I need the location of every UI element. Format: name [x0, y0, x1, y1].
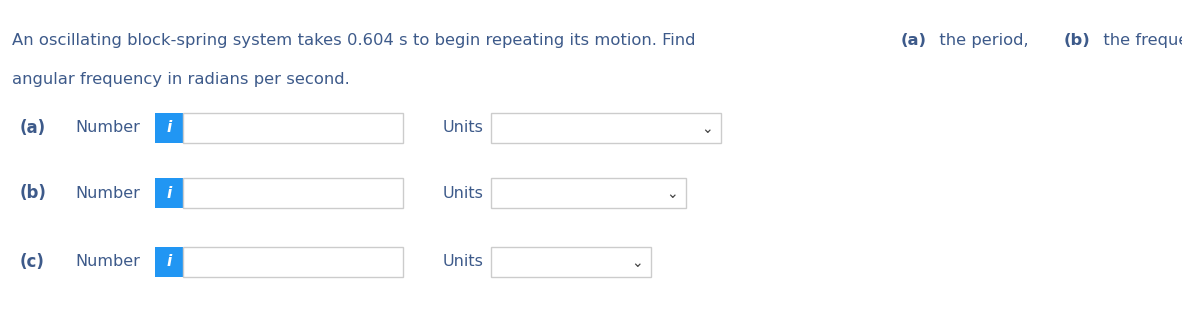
Text: ⌄: ⌄ — [631, 256, 643, 270]
Text: (a): (a) — [20, 119, 46, 137]
Text: Number: Number — [74, 254, 139, 269]
Text: the period,: the period, — [934, 33, 1034, 48]
Text: ⌄: ⌄ — [667, 187, 677, 201]
FancyBboxPatch shape — [491, 247, 651, 277]
Text: angular frequency in radians per second.: angular frequency in radians per second. — [12, 72, 350, 87]
Text: i: i — [167, 121, 171, 135]
Text: Number: Number — [74, 121, 139, 135]
FancyBboxPatch shape — [155, 178, 183, 208]
Text: i: i — [167, 185, 171, 200]
Text: Number: Number — [74, 185, 139, 200]
Text: (c): (c) — [20, 253, 45, 271]
FancyBboxPatch shape — [491, 178, 686, 208]
Text: (b): (b) — [1063, 33, 1090, 48]
Text: An oscillating block-spring system takes 0.604 s to begin repeating its motion. : An oscillating block-spring system takes… — [12, 33, 701, 48]
Text: ⌄: ⌄ — [701, 122, 713, 136]
FancyBboxPatch shape — [155, 113, 183, 143]
FancyBboxPatch shape — [183, 113, 403, 143]
Text: (a): (a) — [901, 33, 927, 48]
Text: Units: Units — [443, 254, 483, 269]
Text: i: i — [167, 254, 171, 269]
FancyBboxPatch shape — [491, 113, 721, 143]
FancyBboxPatch shape — [183, 247, 403, 277]
Text: Units: Units — [443, 185, 483, 200]
Text: the frequency in hertz, and: the frequency in hertz, and — [1098, 33, 1182, 48]
Text: (b): (b) — [20, 184, 47, 202]
FancyBboxPatch shape — [155, 247, 183, 277]
Text: Units: Units — [443, 121, 483, 135]
FancyBboxPatch shape — [183, 178, 403, 208]
